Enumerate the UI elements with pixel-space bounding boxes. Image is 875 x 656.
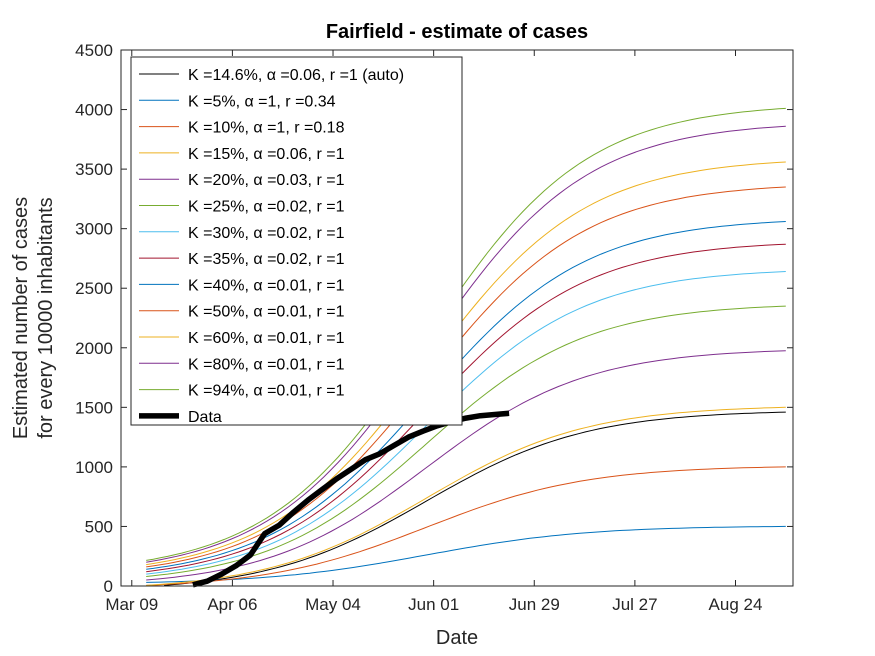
y-tick-label: 4500 <box>75 41 113 60</box>
legend-label-1: K =14.6%, α =0.06, r =1 (auto) <box>188 67 404 84</box>
x-tick-label: Jun 01 <box>408 595 459 614</box>
legend-box <box>130 56 463 426</box>
x-axis-label: Date <box>436 627 478 649</box>
series-layer <box>146 107 786 588</box>
legend-label-2: K =5%, α =1, r =0.34 <box>188 93 336 110</box>
legend-label-13: K =94%, α =0.01, r =1 <box>188 383 345 400</box>
y-tick-label: 3000 <box>75 220 113 239</box>
y-tick-label: 1000 <box>75 458 113 477</box>
legend-label-11: K =60%, α =0.01, r =1 <box>188 330 345 347</box>
legend-label-6: K =25%, α =0.02, r =1 <box>188 199 345 216</box>
series-line-13 <box>146 107 786 561</box>
series-line-4 <box>146 406 786 586</box>
x-tick-label: Jun 29 <box>509 595 560 614</box>
x-tick-label: Apr 06 <box>207 595 257 614</box>
tick-layer: Mar 09 Apr 06 May 04 Jun 01 Jun 29 Jul 27 Aug … <box>75 41 793 614</box>
legend-label-3: K =10%, α =1, r =0.18 <box>188 120 345 137</box>
legend: K =14.6%, α =0.06, r =1 (auto) K =5%, α =… <box>130 56 463 426</box>
x-tick-label: May 04 <box>305 595 361 614</box>
y-axis-label-line-1: Estimated number of cases <box>10 197 32 439</box>
y-tick-label: 4000 <box>75 101 113 120</box>
series-line-9 <box>146 221 786 570</box>
series-line-11 <box>146 161 786 566</box>
legend-label-14: Data <box>188 409 222 426</box>
series-line-1 <box>164 411 786 586</box>
legend-label-8: K =35%, α =0.02, r =1 <box>188 251 345 268</box>
legend-label-4: K =15%, α =0.06, r =1 <box>188 146 345 163</box>
series-line-10 <box>146 186 786 568</box>
legend-label-5: K =20%, α =0.03, r =1 <box>188 172 345 189</box>
y-axis-label-line-2: for every 10000 inhabitants <box>35 197 57 438</box>
x-tick-label: Jul 27 <box>612 595 657 614</box>
legend-label-10: K =50%, α =0.01, r =1 <box>188 304 345 321</box>
x-tick-label: Aug 24 <box>709 595 763 614</box>
series-line-5 <box>146 350 786 581</box>
y-tick-label: 500 <box>85 517 113 536</box>
y-tick-label: 1500 <box>75 398 113 417</box>
x-tick-label: Mar 09 <box>105 595 158 614</box>
chart-title: Fairfield - estimate of cases <box>326 21 588 43</box>
legend-label-9: K =40%, α =0.01, r =1 <box>188 277 345 294</box>
series-line-2 <box>146 525 786 583</box>
y-tick-label: 2500 <box>75 279 113 298</box>
y-tick-label: 3500 <box>75 160 113 179</box>
plot-frame <box>120 49 794 587</box>
series-line-12 <box>146 125 786 563</box>
legend-label-12: K =80%, α =0.01, r =1 <box>188 356 345 373</box>
y-tick-label: 0 <box>104 577 113 596</box>
legend-label-7: K =30%, α =0.02, r =1 <box>188 225 345 242</box>
y-tick-label: 2000 <box>75 339 113 358</box>
series-line-3 <box>146 466 786 586</box>
